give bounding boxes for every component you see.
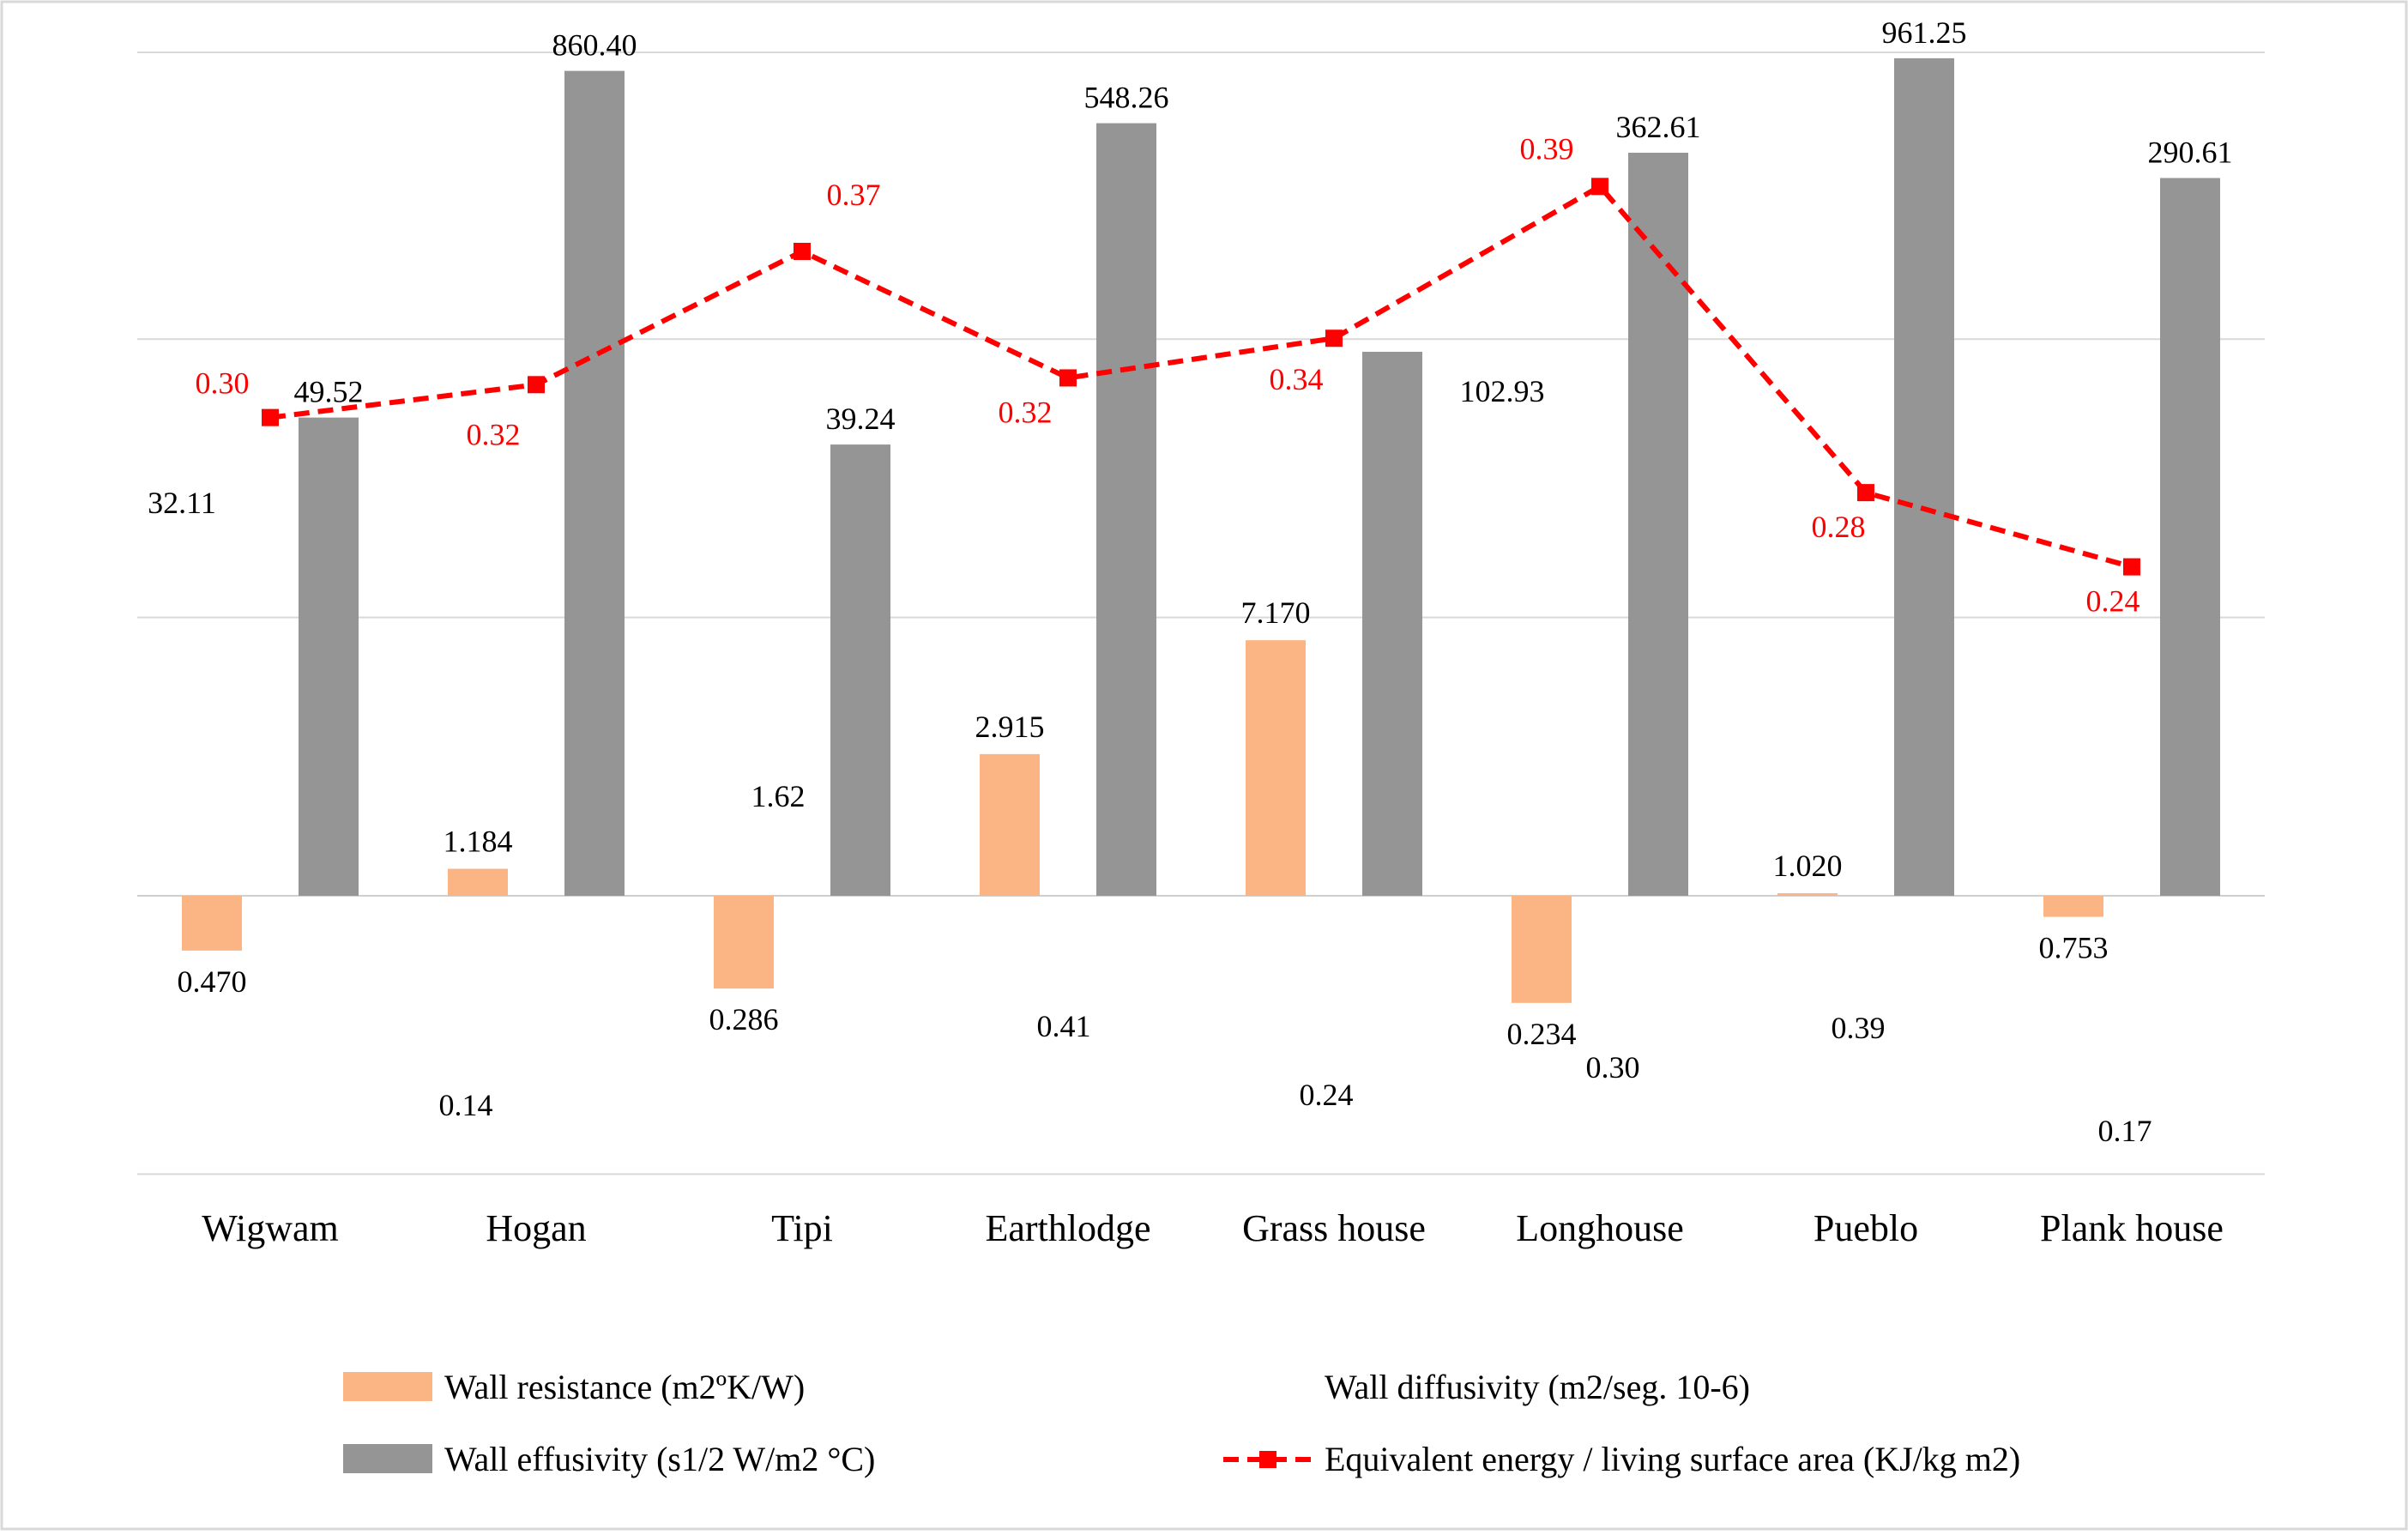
diffusivity-label-7: 0.17 [2098,1114,2152,1148]
energy-label-4: 0.34 [1270,362,1324,396]
diffusivity-label-0: 32.11 [148,486,216,520]
energy-point-6 [1857,484,1874,502]
legend-label-2: Wall effusivity (s1/2 W/m2 °C) [444,1440,875,1478]
energy-line [262,178,2140,576]
resistance-label-1: 1.184 [444,825,513,859]
category-label-1: Hogan [486,1207,586,1249]
resistance-label-5: 0.234 [1507,1017,1577,1051]
effusivity-label-3: 548.26 [1084,81,1169,115]
data-labels: 0.470 1.184 0.286 2.915 7.170 0.234 1.020 0.753… [148,15,2232,1148]
energy-point-7 [2123,558,2140,576]
category-axis: Wigwam Hogan Tipi Earthlodge Grass house Long… [202,1207,2224,1249]
legend-swatch-0 [343,1372,432,1401]
effusivity-label-6: 961.25 [1882,15,1967,50]
legend: Wall resistance (m2ºK/W) Wall diffusivity… [343,1368,2020,1478]
diffusivity-label-2: 1.62 [751,779,806,813]
category-label-7: Plank house [2040,1207,2224,1249]
resistance-bar-5 [1512,896,1572,1003]
effusivity-bar-4 [1362,351,1422,897]
category-label-2: Tipi [771,1207,833,1249]
resistance-label-2: 0.286 [709,1002,779,1036]
effusivity-bar-7 [2160,178,2220,897]
energy-line-path [269,183,2133,570]
resistance-bar-1 [448,868,508,896]
effusivity-bar-1 [564,70,625,897]
legend-label-3: Equivalent energy / living surface area … [1325,1440,2020,1478]
resistance-bar-4 [1246,640,1306,896]
resistance-bar-7 [2043,896,2103,917]
resistance-label-4: 7.170 [1241,595,1311,630]
diffusivity-label-4: 0.24 [1300,1078,1354,1112]
legend-label-1: Wall diffusivity (m2/seg. 10-6) [1325,1368,1750,1406]
energy-label-1: 0.32 [467,417,521,451]
effusivity-label-0: 49.52 [294,375,364,409]
effusivity-label-4: 102.93 [1460,374,1545,408]
energy-label-0: 0.30 [196,366,250,401]
effusivity-label-1: 860.40 [552,28,637,63]
resistance-bar-3 [980,753,1040,896]
effusivity-bar-3 [1096,123,1156,896]
resistance-label-7: 0.753 [2039,931,2109,965]
category-label-3: Earthlodge [985,1207,1150,1249]
legend-label-0: Wall resistance (m2ºK/W) [444,1368,805,1406]
effusivity-label-5: 362.61 [1616,110,1701,144]
diffusivity-label-1: 0.14 [439,1088,493,1122]
effusivity-bar-0 [299,417,359,896]
energy-label-3: 0.32 [999,395,1053,429]
legend-swatch-2 [343,1444,432,1473]
energy-point-3 [1059,369,1077,387]
energy-point-5 [1591,178,1608,196]
effusivity-bar-2 [830,444,890,896]
energy-point-0 [262,408,279,426]
category-label-0: Wigwam [202,1207,339,1249]
diffusivity-label-3: 0.41 [1037,1009,1091,1043]
energy-label-6: 0.28 [1812,510,1866,544]
resistance-label-6: 1.020 [1773,849,1843,883]
resistance-bar-0 [182,896,242,951]
energy-point-1 [528,376,545,394]
diffusivity-label-5: 0.30 [1586,1050,1640,1085]
category-label-6: Pueblo [1814,1207,1918,1249]
energy-label-2: 0.37 [827,178,881,212]
effusivity-bar-6 [1894,57,1954,897]
resistance-bar-6 [1777,893,1838,896]
legend-marker-3 [1259,1451,1276,1468]
effusivity-label-2: 39.24 [826,402,896,436]
category-label-5: Longhouse [1516,1207,1684,1249]
bars [182,57,2220,1003]
energy-point-2 [794,242,811,260]
energy-label-5: 0.39 [1520,131,1574,166]
effusivity-bar-5 [1628,152,1688,897]
resistance-label-0: 0.470 [178,964,247,999]
category-label-4: Grass house [1242,1207,1426,1249]
energy-point-4 [1325,329,1343,347]
resistance-bar-2 [714,896,774,989]
diffusivity-label-6: 0.39 [1832,1011,1886,1045]
energy-label-7: 0.24 [2086,584,2140,619]
effusivity-label-7: 290.61 [2148,135,2233,169]
resistance-label-3: 2.915 [975,710,1045,744]
